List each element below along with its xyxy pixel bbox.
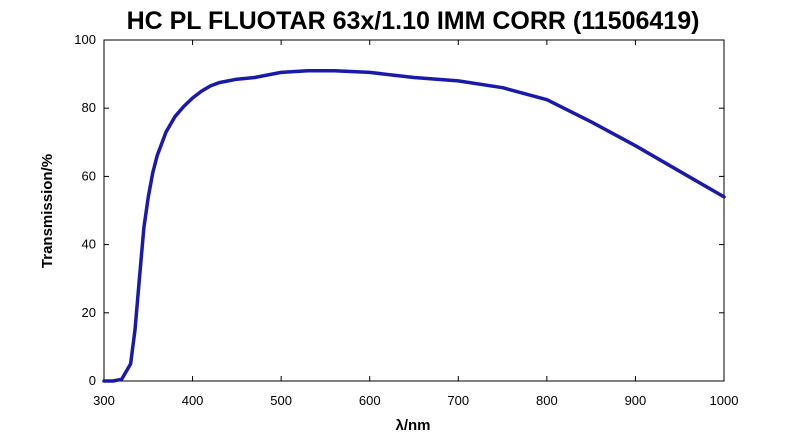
y-tick-label: 0 [89, 373, 96, 388]
x-tick-label: 700 [447, 393, 469, 408]
plot-frame [103, 39, 725, 382]
y-tick-label: 20 [82, 305, 96, 320]
y-tick-label: 100 [74, 32, 96, 47]
x-tick-label: 800 [536, 393, 558, 408]
chart-title: HC PL FLUOTAR 63x/1.10 IMM CORR (1150641… [127, 7, 700, 35]
y-tick-label: 80 [82, 100, 96, 115]
x-axis-label: λ/nm [395, 417, 430, 434]
ticks-layer: 300 400 500 600 700 800 900 1000 0 20 40 60 80 100 [74, 32, 738, 408]
x-tick-label: 300 [93, 393, 115, 408]
x-tick-label: 400 [182, 393, 204, 408]
y-axis-label: Transmission/% [39, 154, 56, 268]
transmission-series-line [102, 68, 726, 383]
x-tick-label: 500 [270, 393, 292, 408]
x-tick-label: 900 [625, 393, 647, 408]
y-tick-label: 60 [82, 168, 96, 183]
y-tick-label: 40 [82, 237, 96, 252]
series-layer [102, 68, 726, 383]
x-tick-label: 1000 [710, 393, 739, 408]
x-tick-label: 600 [359, 393, 381, 408]
